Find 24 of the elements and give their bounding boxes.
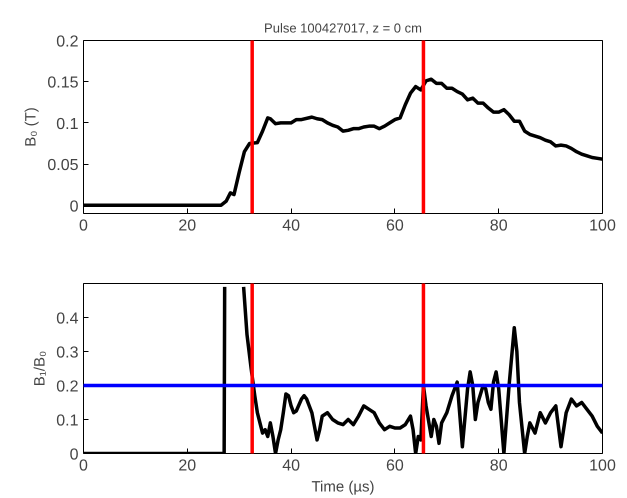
y-tick-label: 0.2	[56, 378, 79, 396]
x-tick-label: 100	[589, 458, 616, 474]
x-tick-label: 20	[178, 218, 196, 234]
x-tick-label: 60	[386, 218, 404, 234]
y-tick-label: 0.2	[56, 34, 79, 50]
x-tick-label: 80	[490, 458, 508, 474]
y-tick-label: 0.1	[56, 116, 79, 133]
x-tick-label: 40	[282, 458, 300, 474]
x-tick-label: 20	[178, 458, 196, 474]
x-tick-label: 60	[386, 458, 404, 474]
x-tick-label: 40	[282, 218, 300, 234]
y-axis-title: B₁/B₀	[31, 350, 48, 386]
x-axis-title: Time (µs)	[311, 478, 375, 496]
chart-title: Pulse 100427017, z = 0 cm	[264, 20, 422, 36]
y-tick-label: 0	[70, 446, 79, 464]
y-tick-label: 0.1	[56, 412, 79, 430]
y-tick-label: 0.3	[56, 344, 79, 362]
x-tick-label: 100	[589, 218, 616, 234]
y-tick-label: 0.05	[47, 157, 79, 174]
x-tick-label: 80	[490, 218, 508, 234]
y-tick-label: 0	[70, 198, 79, 216]
y-tick-label: 0.15	[47, 74, 79, 92]
y-axis-title: B₀ (T)	[22, 107, 40, 147]
y-tick-label: 0.4	[56, 310, 79, 328]
